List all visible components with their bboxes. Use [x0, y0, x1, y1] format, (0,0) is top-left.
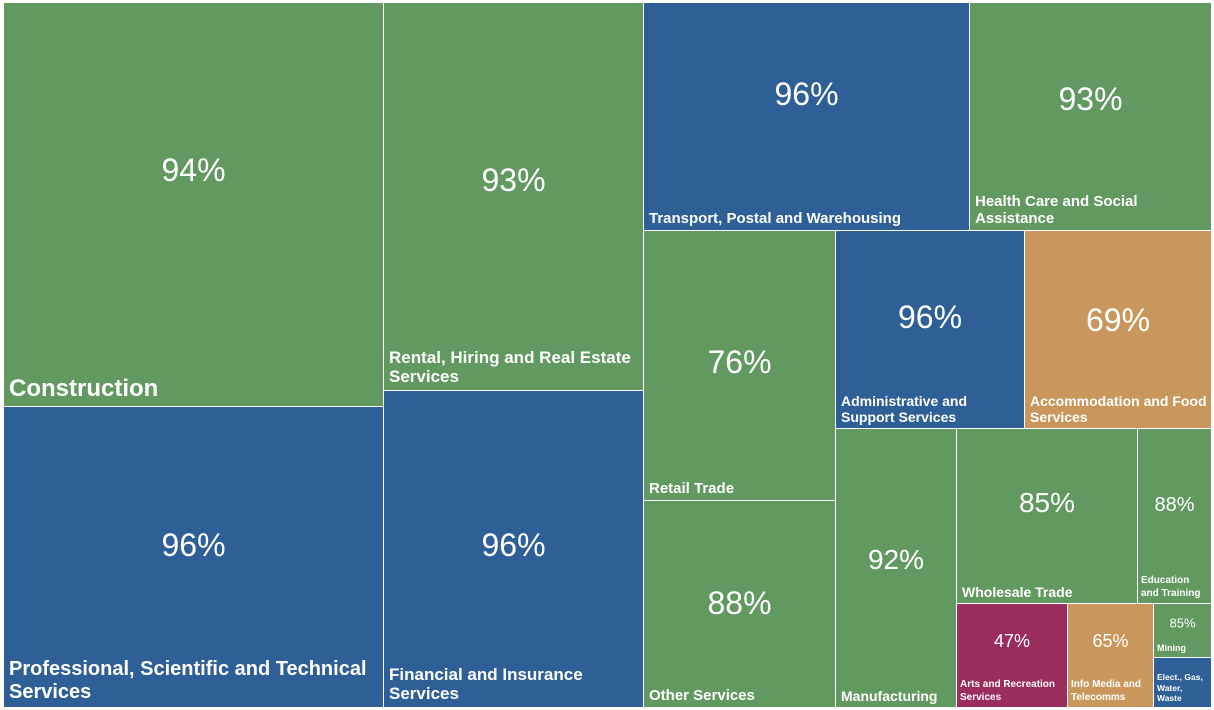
- value-label: 85%: [1169, 615, 1196, 631]
- tile: 96% Financial and Insurance Services: [384, 391, 643, 707]
- category-label: Accommodation and Food Services: [1030, 392, 1207, 425]
- value-label: 92%: [867, 544, 925, 575]
- tile: 88% Other Services: [644, 501, 835, 707]
- value-label: 47%: [993, 631, 1031, 651]
- category-label: Wholesale Trade: [962, 583, 1073, 600]
- value-label: 88%: [707, 585, 772, 621]
- tile: 85% Wholesale Trade: [957, 429, 1137, 603]
- tile: 85% Mining: [1154, 604, 1211, 657]
- tile: 76% Retail Trade: [644, 231, 835, 500]
- category-label: Financial and Insurance Services: [389, 664, 583, 704]
- category-label: Health Care and Social Assistance: [975, 192, 1138, 227]
- value-label: 96%: [897, 299, 963, 335]
- value-label: 76%: [707, 344, 772, 380]
- category-label: Rental, Hiring and Real Estate Services: [389, 347, 631, 387]
- tile: 96% Administrative and Support Services: [836, 231, 1024, 428]
- value-label: 96%: [481, 527, 546, 563]
- value-label: 69%: [1085, 302, 1151, 338]
- tile: 47% Arts and Recreation Services: [957, 604, 1067, 707]
- category-label: Education and Training: [1141, 575, 1201, 599]
- value-label: 85%: [1018, 487, 1076, 518]
- tile: 65% Info Media and Telecomms: [1068, 604, 1153, 707]
- value-label: 96%: [161, 527, 226, 563]
- category-label: Info Media and Telecomms: [1071, 679, 1141, 703]
- category-label: Administrative and Support Services: [841, 392, 968, 425]
- tile: 96% Transport, Postal and Warehousing: [644, 3, 969, 230]
- category-label: Mining: [1157, 642, 1186, 653]
- tile: 92% Manufacturing: [836, 429, 956, 707]
- tile: 96% Professional, Scientific and Technica…: [4, 407, 383, 707]
- tile: Elect., Gas, Water, Waste: [1154, 658, 1211, 707]
- tile: 88% Education and Training: [1138, 429, 1211, 603]
- value-label: 93%: [1058, 81, 1123, 117]
- category-label: Other Services: [649, 686, 755, 704]
- category-label: Transport, Postal and Warehousing: [649, 209, 901, 227]
- category-label: Professional, Scientific and Technical S…: [9, 658, 367, 703]
- tile: 93% Health Care and Social Assistance: [970, 3, 1211, 230]
- tile: 69% Accommodation and Food Services: [1025, 231, 1211, 428]
- category-label: Retail Trade: [649, 479, 735, 497]
- value-label: 94%: [161, 152, 226, 188]
- value-label: 93%: [481, 162, 546, 198]
- category-label: Elect., Gas, Water, Waste: [1157, 672, 1203, 704]
- value-label: 65%: [1092, 631, 1129, 651]
- value-label: 88%: [1154, 494, 1195, 516]
- category-label: Construction: [9, 375, 159, 403]
- category-label: Manufacturing: [841, 687, 938, 704]
- category-label: Arts and Recreation Services: [960, 679, 1056, 703]
- tile: 94% Construction: [4, 3, 383, 406]
- value-label: 96%: [774, 76, 839, 112]
- tile: 93% Rental, Hiring and Real Estate Servic…: [384, 3, 643, 390]
